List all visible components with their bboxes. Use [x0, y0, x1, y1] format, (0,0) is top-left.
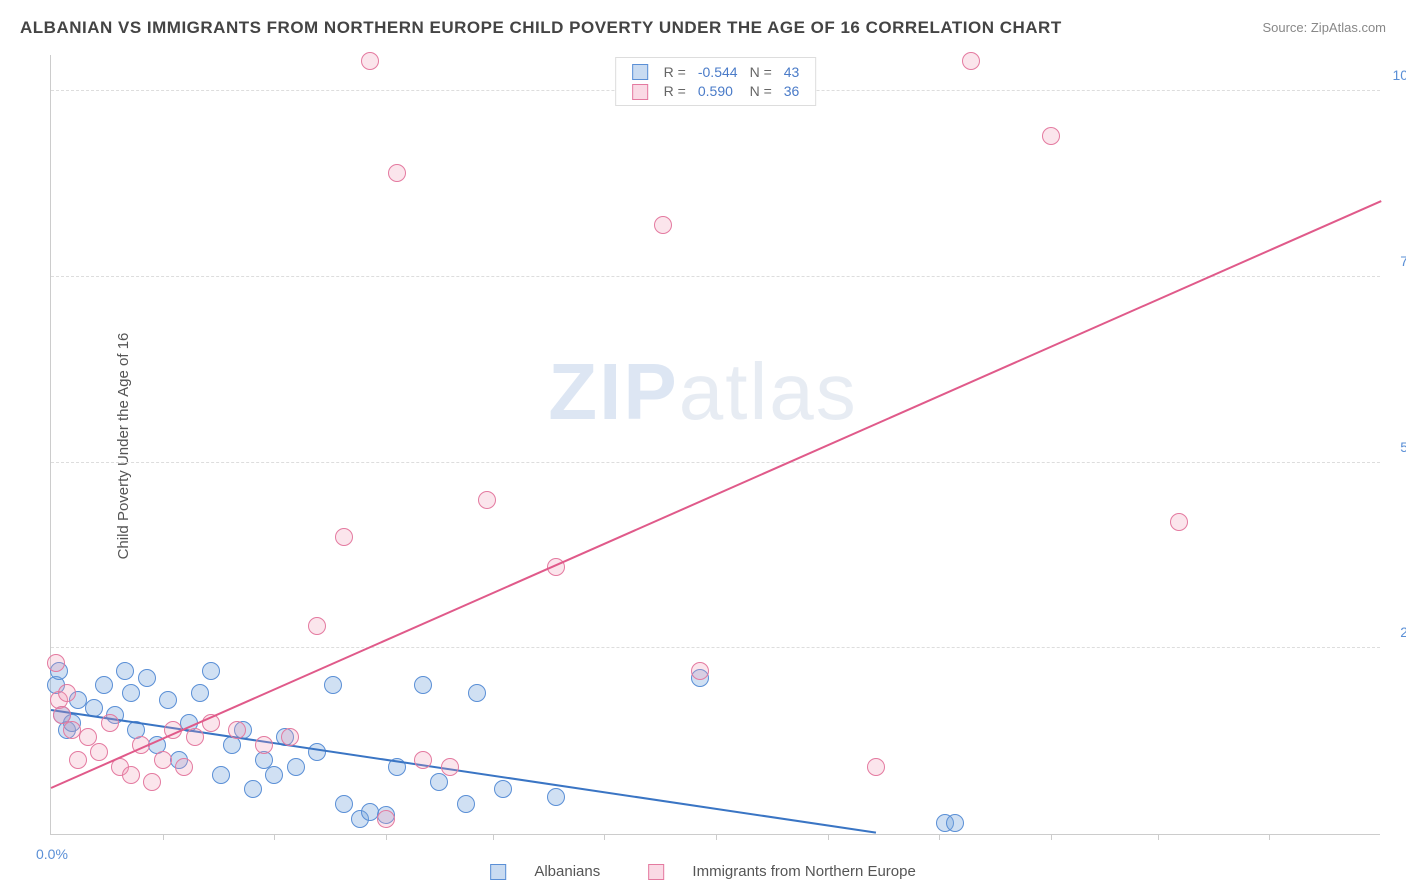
legend-swatch	[632, 84, 648, 100]
x-tick-label: 0.0%	[36, 846, 68, 862]
scatter-point	[159, 691, 177, 709]
legend-swatch	[648, 864, 664, 880]
x-tick	[828, 834, 829, 840]
legend-n-value: 43	[778, 62, 806, 81]
legend-item: Immigrants from Northern Europe	[636, 863, 928, 880]
x-tick	[716, 834, 717, 840]
scatter-point	[335, 795, 353, 813]
scatter-point	[154, 751, 172, 769]
scatter-point	[457, 795, 475, 813]
legend-stat-row: R =-0.544N =43	[626, 62, 806, 81]
scatter-point	[335, 528, 353, 546]
scatter-point	[308, 617, 326, 635]
x-tick	[604, 834, 605, 840]
scatter-point	[122, 766, 140, 784]
scatter-point	[691, 662, 709, 680]
scatter-point	[962, 52, 980, 70]
scatter-point	[287, 758, 305, 776]
scatter-point	[143, 773, 161, 791]
scatter-point	[95, 676, 113, 694]
scatter-point	[478, 491, 496, 509]
scatter-point	[58, 684, 76, 702]
scatter-point	[468, 684, 486, 702]
scatter-point	[191, 684, 209, 702]
legend-n-value: 36	[778, 81, 806, 100]
legend-swatch	[490, 864, 506, 880]
legend-n-label: N =	[744, 62, 778, 81]
scatter-point	[90, 743, 108, 761]
scatter-point	[265, 766, 283, 784]
legend-item: Albanians	[478, 863, 612, 880]
scatter-point	[122, 684, 140, 702]
scatter-point	[377, 810, 395, 828]
legend-item-label: Albanians	[534, 863, 600, 880]
scatter-point	[186, 728, 204, 746]
trend-line	[51, 201, 1382, 790]
legend-stat-row: R =0.590N =36	[626, 81, 806, 100]
scatter-point	[175, 758, 193, 776]
legend-r-label: R =	[658, 81, 692, 100]
legend-r-label: R =	[658, 62, 692, 81]
x-tick	[274, 834, 275, 840]
scatter-point	[212, 766, 230, 784]
scatter-point	[361, 52, 379, 70]
scatter-point	[414, 676, 432, 694]
scatter-point	[441, 758, 459, 776]
scatter-point	[1042, 127, 1060, 145]
x-tick	[163, 834, 164, 840]
x-tick	[939, 834, 940, 840]
y-tick-label: 25.0%	[1390, 624, 1406, 640]
x-tick	[1269, 834, 1270, 840]
gridline	[51, 462, 1380, 463]
scatter-point	[324, 676, 342, 694]
y-tick-label: 50.0%	[1390, 439, 1406, 455]
scatter-point	[547, 788, 565, 806]
scatter-point	[244, 780, 262, 798]
x-tick	[1051, 834, 1052, 840]
scatter-point	[69, 751, 87, 769]
scatter-point	[308, 743, 326, 761]
x-tick	[493, 834, 494, 840]
legend-r-value: 0.590	[692, 81, 744, 100]
x-tick	[386, 834, 387, 840]
source-label: Source: ZipAtlas.com	[1262, 20, 1386, 35]
legend-swatch	[632, 64, 648, 80]
scatter-point	[202, 662, 220, 680]
scatter-point	[138, 669, 156, 687]
scatter-point	[281, 728, 299, 746]
gridline	[51, 276, 1380, 277]
chart-title: ALBANIAN VS IMMIGRANTS FROM NORTHERN EUR…	[20, 18, 1062, 38]
scatter-point	[388, 164, 406, 182]
scatter-point	[494, 780, 512, 798]
scatter-point	[47, 654, 65, 672]
scatter-point	[867, 758, 885, 776]
scatter-point	[430, 773, 448, 791]
scatter-point	[228, 721, 246, 739]
y-tick-label: 75.0%	[1390, 253, 1406, 269]
gridline	[51, 647, 1380, 648]
scatter-point	[255, 736, 273, 754]
legend-item-label: Immigrants from Northern Europe	[692, 863, 915, 880]
scatter-point	[414, 751, 432, 769]
y-tick-label: 100.0%	[1390, 67, 1406, 83]
scatter-point	[101, 714, 119, 732]
scatter-point	[116, 662, 134, 680]
legend-bottom: Albanians Immigrants from Northern Europ…	[466, 863, 940, 880]
legend-n-label: N =	[744, 81, 778, 100]
scatter-point	[946, 814, 964, 832]
scatter-point	[1170, 513, 1188, 531]
scatter-point	[654, 216, 672, 234]
legend-r-value: -0.544	[692, 62, 744, 81]
plot-area: R =-0.544N =43R =0.590N =36 25.0%50.0%75…	[50, 55, 1380, 835]
legend-stats: R =-0.544N =43R =0.590N =36	[615, 57, 817, 106]
x-tick	[1158, 834, 1159, 840]
